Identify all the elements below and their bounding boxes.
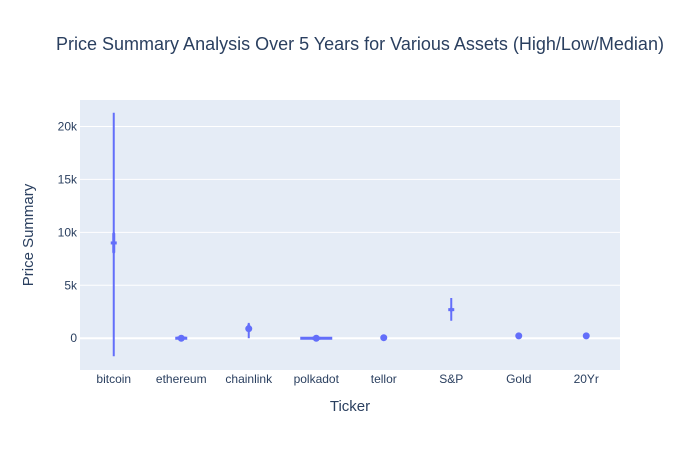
y-tick-label: 20k xyxy=(58,119,78,133)
x-axis-ticks: bitcoin ethereum chainlink polkadot tellor S&… xyxy=(96,372,599,386)
box-gold xyxy=(515,332,523,340)
chart-title: Price Summary Analysis Over 5 Years for … xyxy=(56,34,664,54)
median-point xyxy=(582,332,590,340)
median-point xyxy=(177,334,185,342)
y-axis-ticks: 0 5k 10k 15k 20k xyxy=(58,119,78,345)
median-point xyxy=(312,334,320,342)
x-tick-label: ethereum xyxy=(156,372,207,386)
y-tick-label: 15k xyxy=(58,172,78,186)
x-tick-label: tellor xyxy=(371,372,397,386)
x-axis-title: Ticker xyxy=(330,398,370,415)
box-20yr xyxy=(582,332,590,340)
plot-area xyxy=(80,100,620,370)
median-point xyxy=(515,332,523,340)
median-point xyxy=(380,334,388,342)
box-polkadot xyxy=(300,334,333,342)
box-bitcoin xyxy=(110,112,117,357)
box-ethereum xyxy=(175,334,188,342)
gridlines xyxy=(80,125,620,340)
box-chainlink xyxy=(245,322,253,339)
x-tick-label: polkadot xyxy=(294,372,340,386)
x-tick-label: 20Yr xyxy=(574,372,599,386)
box-traces xyxy=(110,112,590,357)
y-tick-label: 5k xyxy=(64,278,78,292)
x-tick-label: S&P xyxy=(439,372,463,386)
box-s-p xyxy=(448,298,455,321)
x-tick-label: Gold xyxy=(506,372,531,386)
box-tellor xyxy=(380,334,388,342)
x-tick-label: chainlink xyxy=(225,372,273,386)
y-axis-title: Price Summary xyxy=(20,183,37,286)
median-point xyxy=(245,325,253,333)
y-tick-label: 10k xyxy=(58,225,78,239)
y-tick-label: 0 xyxy=(70,331,77,345)
x-tick-label: bitcoin xyxy=(96,372,131,386)
